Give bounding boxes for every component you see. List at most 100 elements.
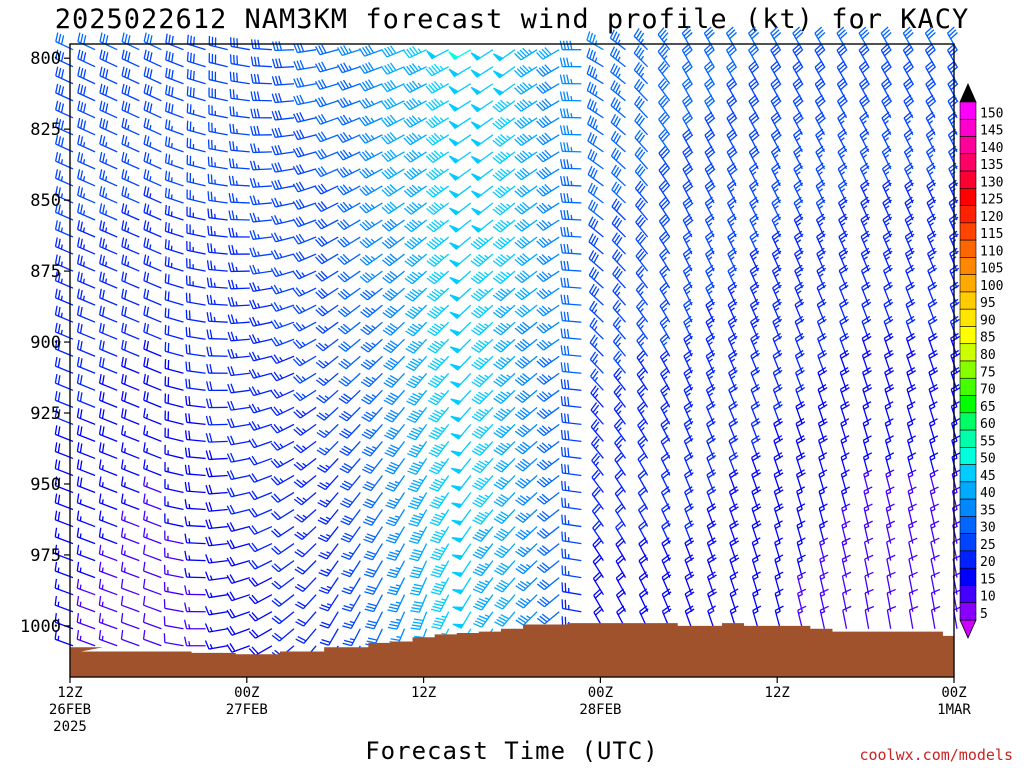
barb-half-feather xyxy=(105,142,108,147)
barb-feather xyxy=(79,375,83,385)
wind-barb xyxy=(98,339,118,357)
wind-barb xyxy=(186,241,206,255)
barb-feather xyxy=(121,322,124,333)
barb-feather xyxy=(79,221,83,231)
wind-barb xyxy=(98,408,118,425)
barb-feather xyxy=(76,493,80,503)
barb-feather xyxy=(232,106,235,116)
wind-barb xyxy=(184,464,206,477)
barb-feather xyxy=(79,323,83,334)
barb-feather xyxy=(210,226,213,236)
barb-half-feather xyxy=(236,128,238,134)
barb-feather xyxy=(143,134,147,145)
barb-feather xyxy=(79,289,83,300)
wind-barb xyxy=(121,151,140,170)
wind-barb xyxy=(120,493,140,511)
barb-feather xyxy=(124,392,127,402)
wind-barb xyxy=(99,151,118,170)
barb-feather xyxy=(206,329,210,339)
wind-barb xyxy=(143,169,162,187)
barb-half-feather xyxy=(123,567,126,573)
barb-feather xyxy=(57,170,62,180)
barb-half-feather xyxy=(570,129,573,135)
barb-half-feather xyxy=(123,430,126,436)
barb-feather xyxy=(229,71,232,81)
barb-feather xyxy=(189,104,192,114)
wind-barb xyxy=(121,32,140,51)
barb-feather xyxy=(54,391,58,401)
barb-half-feather xyxy=(79,516,82,522)
barb-half-feather xyxy=(146,430,149,436)
barb-feather xyxy=(120,476,124,486)
wind-barb xyxy=(99,49,118,68)
wind-barb xyxy=(205,432,228,443)
barb-half-feather xyxy=(570,163,573,169)
barb-feather xyxy=(99,117,103,128)
barb-feather xyxy=(101,306,105,317)
barb-feather xyxy=(121,117,125,128)
barb-feather xyxy=(57,102,62,112)
barb-feather xyxy=(98,630,102,640)
barb-feather xyxy=(188,447,191,458)
barb-feather xyxy=(564,481,567,491)
chart-title: 2025022612 NAM3KM forecast wind profile … xyxy=(55,4,970,35)
wind-barb xyxy=(206,260,228,272)
wind-barb xyxy=(77,203,96,221)
wind-barb xyxy=(143,32,162,51)
barb-feather xyxy=(79,187,84,197)
barb-feather xyxy=(76,373,80,384)
barb-feather xyxy=(82,120,87,130)
barb-half-feather xyxy=(79,550,82,556)
barb-feather xyxy=(143,391,146,401)
barb-feather xyxy=(210,191,213,201)
barb-half-feather xyxy=(101,550,104,556)
wind-barb xyxy=(164,513,184,528)
wind-barb xyxy=(99,254,118,272)
barb-feather xyxy=(77,32,81,42)
barb-feather xyxy=(57,358,61,368)
barb-feather xyxy=(101,289,105,300)
wind-barb xyxy=(186,86,206,102)
barb-feather xyxy=(121,66,125,76)
barb-feather xyxy=(167,137,171,147)
barb-feather xyxy=(143,254,147,264)
wind-barb xyxy=(98,476,118,494)
barb-half-feather xyxy=(82,210,86,216)
wind-barb xyxy=(76,339,96,357)
wind-barb xyxy=(76,408,96,425)
wind-barb xyxy=(76,391,96,408)
wind-barb xyxy=(185,309,206,323)
barb-feather xyxy=(188,396,191,406)
barb-feather xyxy=(101,409,105,419)
barb-feather xyxy=(99,288,102,298)
barb-feather xyxy=(57,119,62,129)
barb-feather xyxy=(80,67,84,78)
barb-half-feather xyxy=(188,555,191,561)
barb-feather xyxy=(77,100,81,111)
barb-feather xyxy=(149,103,153,113)
wind-barb xyxy=(98,561,118,579)
wind-barb xyxy=(184,430,206,443)
barb-feather xyxy=(77,186,81,196)
barb-feather xyxy=(98,544,102,555)
barb-half-feather xyxy=(79,567,82,573)
barb-feather xyxy=(164,324,167,335)
wind-barb xyxy=(142,527,162,545)
barb-feather xyxy=(79,238,83,248)
barb-feather xyxy=(60,137,65,147)
wind-barb xyxy=(183,636,206,647)
barb-feather xyxy=(76,510,80,520)
wind-barb xyxy=(164,479,184,494)
barb-feather xyxy=(206,363,210,374)
barb-feather xyxy=(185,309,188,320)
barb-feather xyxy=(120,442,124,452)
barb-shaft xyxy=(121,621,140,630)
barb-feather xyxy=(121,288,125,298)
barb-feather xyxy=(105,35,109,45)
barb-half-feather xyxy=(60,210,63,216)
barb-feather xyxy=(184,499,188,509)
barb-feather xyxy=(79,306,83,317)
barb-feather xyxy=(99,66,103,76)
barb-half-feather xyxy=(79,618,82,624)
wind-barb xyxy=(121,83,140,102)
